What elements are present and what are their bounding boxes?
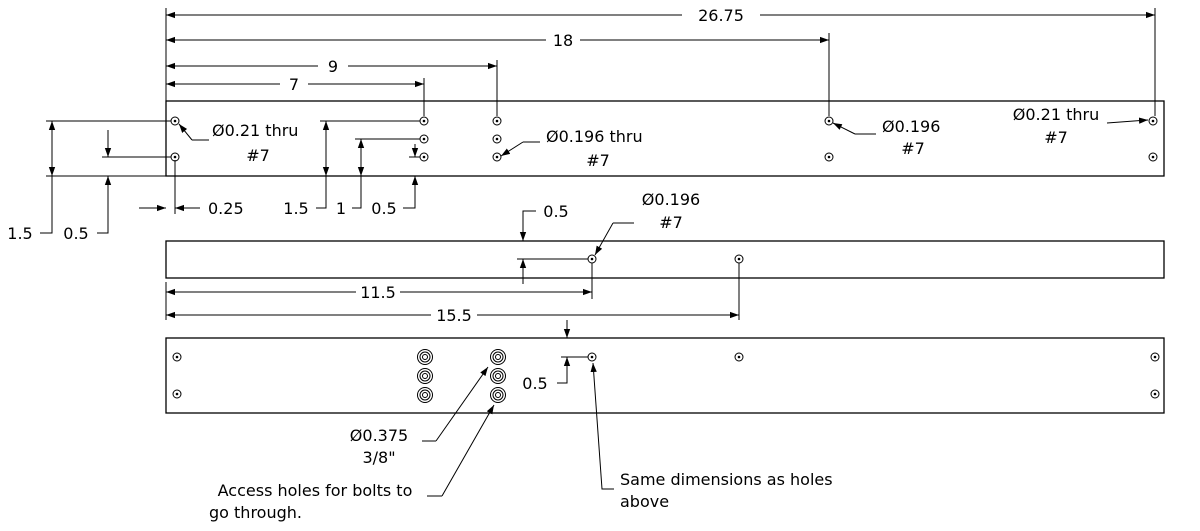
dim-label-v-0-5-inner: 0.5 (371, 199, 396, 218)
callout-0-21-left-line1: Ø0.21 thru (212, 121, 298, 140)
callout-0-21-left-line2: #7 (246, 146, 270, 165)
callout-0-375-line2: 3/8" (362, 448, 395, 467)
dim-label-v-1-5: 1.5 (7, 224, 32, 243)
callout-access-holes: Access holes for bolts to go through. (209, 404, 495, 522)
dim-label-26-75: 26.75 (698, 6, 744, 25)
callout-same-dimensions-line2: above (620, 492, 669, 511)
hole-mid-2 (734, 254, 744, 264)
hole-bot-left-upper (172, 352, 182, 362)
top-plate-holes (170, 116, 1158, 162)
callout-0-196-right-line2: #7 (901, 139, 925, 158)
access-hole-b3 (490, 387, 506, 403)
hole-top-x18-upper (824, 116, 834, 126)
bottom-plate (165, 337, 1165, 414)
hole-top-left-lower (170, 152, 180, 162)
access-hole-b1 (490, 349, 506, 365)
callout-0-21-right-line1: Ø0.21 thru (1013, 105, 1099, 124)
callout-0-196-thru-line1: Ø0.196 thru (546, 127, 643, 146)
dim-v-1: 1 (336, 138, 420, 218)
dim-overall-26-75: 26.75 (165, 6, 1156, 116)
dim-15-5: 15.5 (166, 263, 740, 325)
callout-0-196-middle-line2: #7 (659, 213, 683, 232)
dim-v-1-5-overall: 1.5 (7, 120, 171, 243)
bottom-plate-holes (172, 349, 1160, 403)
hole-top-x9-1 (492, 116, 502, 126)
callout-0-196-right: Ø0.196 #7 (832, 117, 940, 158)
hole-top-x7-1 (419, 116, 429, 126)
dim-h-0-25: 0.25 (139, 160, 244, 218)
dim-label-bot-0-5: 0.5 (522, 374, 547, 393)
dim-label-9: 9 (328, 57, 338, 76)
hole-top-x9-2 (492, 134, 502, 144)
callout-0-21-right-line2: #7 (1044, 128, 1068, 147)
callout-0-375: Ø0.375 3/8" (350, 366, 489, 467)
hole-bot-right-upper (1150, 352, 1160, 362)
callout-access-holes-line1: Access holes for bolts to (218, 481, 413, 500)
callout-same-dimensions: Same dimensions as holes above (590, 362, 833, 511)
hole-mid-1 (587, 254, 597, 264)
hole-top-right-upper (1148, 116, 1158, 126)
dim-label-18: 18 (553, 31, 573, 50)
callout-0-196-middle: Ø0.196 #7 (594, 190, 700, 256)
dim-mid-0-5: 0.5 (517, 202, 588, 284)
hole-bot-right-lower (1150, 389, 1160, 399)
callout-0-21-left: Ø0.21 thru #7 (178, 121, 298, 165)
dim-label-15-5: 15.5 (436, 306, 472, 325)
callout-0-196-middle-line1: Ø0.196 (642, 190, 700, 209)
callout-0-196-thru: Ø0.196 thru #7 (500, 127, 643, 170)
dim-v-0-5-inner: 0.5 (371, 144, 420, 218)
callout-0-21-right: Ø0.21 thru #7 (1013, 105, 1149, 147)
hole-top-x7-3 (419, 152, 429, 162)
hole-top-left-upper (170, 116, 180, 126)
access-hole-a1 (417, 349, 433, 365)
callout-same-dimensions-line1: Same dimensions as holes (620, 470, 833, 489)
dim-label-mid-0-5: 0.5 (543, 202, 568, 221)
dim-label-v-1-5-inner: 1.5 (283, 199, 308, 218)
dim-v-1-5-inner: 1.5 (283, 120, 420, 218)
dim-label-v-0-5-left: 0.5 (63, 224, 88, 243)
hole-bot-mid-1 (587, 352, 597, 362)
dim-label-7: 7 (289, 75, 299, 94)
hole-bot-left-lower (172, 389, 182, 399)
dim-bot-0-5: 0.5 (522, 320, 588, 393)
dim-v-0-5-left: 0.5 (63, 130, 171, 243)
dim-label-v-1: 1 (336, 199, 346, 218)
hole-top-x7-2 (419, 134, 429, 144)
dim-label-h-0-25: 0.25 (208, 199, 244, 218)
hole-top-x18-lower (824, 152, 834, 162)
callout-0-196-right-line1: Ø0.196 (882, 117, 940, 136)
hole-bot-mid-2 (734, 352, 744, 362)
access-hole-a2 (417, 368, 433, 384)
callout-access-holes-line2: go through. (209, 503, 302, 522)
access-hole-a3 (417, 387, 433, 403)
access-hole-b2 (490, 368, 506, 384)
top-plate (165, 100, 1165, 177)
dim-7: 7 (166, 75, 425, 116)
dim-label-11-5: 11.5 (360, 283, 396, 302)
dim-9: 9 (166, 57, 498, 116)
callout-0-375-line1: Ø0.375 (350, 426, 408, 445)
dim-18: 18 (166, 31, 830, 116)
hole-top-right-lower (1148, 152, 1158, 162)
callout-0-196-thru-line2: #7 (586, 151, 610, 170)
hole-top-x9-3 (492, 152, 502, 162)
middle-plate (165, 240, 1165, 279)
